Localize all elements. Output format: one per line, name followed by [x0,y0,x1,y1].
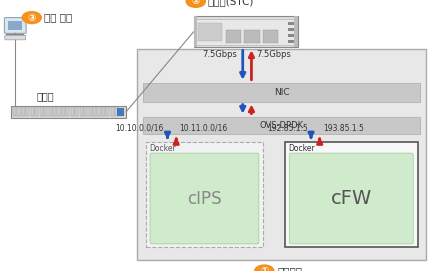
Bar [13,107,16,116]
Bar [284,142,417,247]
Text: NIC: NIC [273,88,289,97]
Bar [66,107,69,116]
Bar [116,108,123,116]
Circle shape [254,265,273,271]
Bar [195,19,295,45]
Bar [49,107,52,116]
FancyBboxPatch shape [137,49,425,260]
Bar [75,107,78,116]
Bar [244,30,259,43]
Text: 운용 단말: 운용 단말 [43,13,72,22]
Text: 10.10.0.0/16: 10.10.0.0/16 [115,124,164,133]
Bar [102,107,105,116]
Bar [145,142,263,247]
Bar [226,30,241,43]
Bar [115,107,118,116]
Text: Docker: Docker [149,144,175,153]
Bar [111,107,114,116]
Bar [288,22,294,25]
Bar [8,21,22,30]
Bar [39,107,43,116]
Bar [17,107,20,116]
FancyBboxPatch shape [193,16,297,47]
Bar [11,106,126,118]
FancyBboxPatch shape [150,153,258,244]
Bar [288,40,294,43]
FancyBboxPatch shape [289,153,412,244]
Bar [262,30,277,43]
Text: ①: ① [260,266,268,271]
Bar [193,16,197,47]
FancyBboxPatch shape [5,35,26,40]
Bar [89,107,92,116]
Bar [62,107,65,116]
Bar [53,107,56,116]
Text: 7.5Gbps: 7.5Gbps [202,50,237,59]
Text: 계측기(STC): 계측기(STC) [207,0,254,6]
Text: 193.85.1.5: 193.85.1.5 [322,124,363,133]
Bar [79,107,82,116]
Bar [26,107,30,116]
Bar [93,107,96,116]
Text: 스위치: 스위치 [36,92,54,102]
Bar [142,117,419,134]
Circle shape [186,0,205,7]
Text: 10.11.0.0/16: 10.11.0.0/16 [179,124,227,133]
Bar [35,107,38,116]
Text: Docker: Docker [288,144,314,153]
Text: 192.85.1.5: 192.85.1.5 [266,124,307,133]
Text: cFW: cFW [330,189,371,208]
Text: cIPS: cIPS [187,189,221,208]
Bar [71,107,74,116]
Bar [57,107,60,116]
Bar [106,107,109,116]
Bar [22,107,25,116]
Text: OVS-DPDK: OVS-DPDK [259,121,303,130]
Bar [197,23,221,41]
FancyBboxPatch shape [4,18,26,33]
Bar [288,28,294,31]
Text: 물리서버: 물리서버 [277,266,302,271]
Bar [84,107,87,116]
Bar [44,107,47,116]
Bar [142,83,419,102]
Bar [97,107,100,116]
Bar [294,16,297,47]
Text: ②: ② [191,0,199,6]
Text: ③: ③ [28,13,36,22]
Bar [288,34,294,37]
Text: 7.5Gbps: 7.5Gbps [256,50,291,59]
Circle shape [22,12,41,24]
Bar [31,107,34,116]
